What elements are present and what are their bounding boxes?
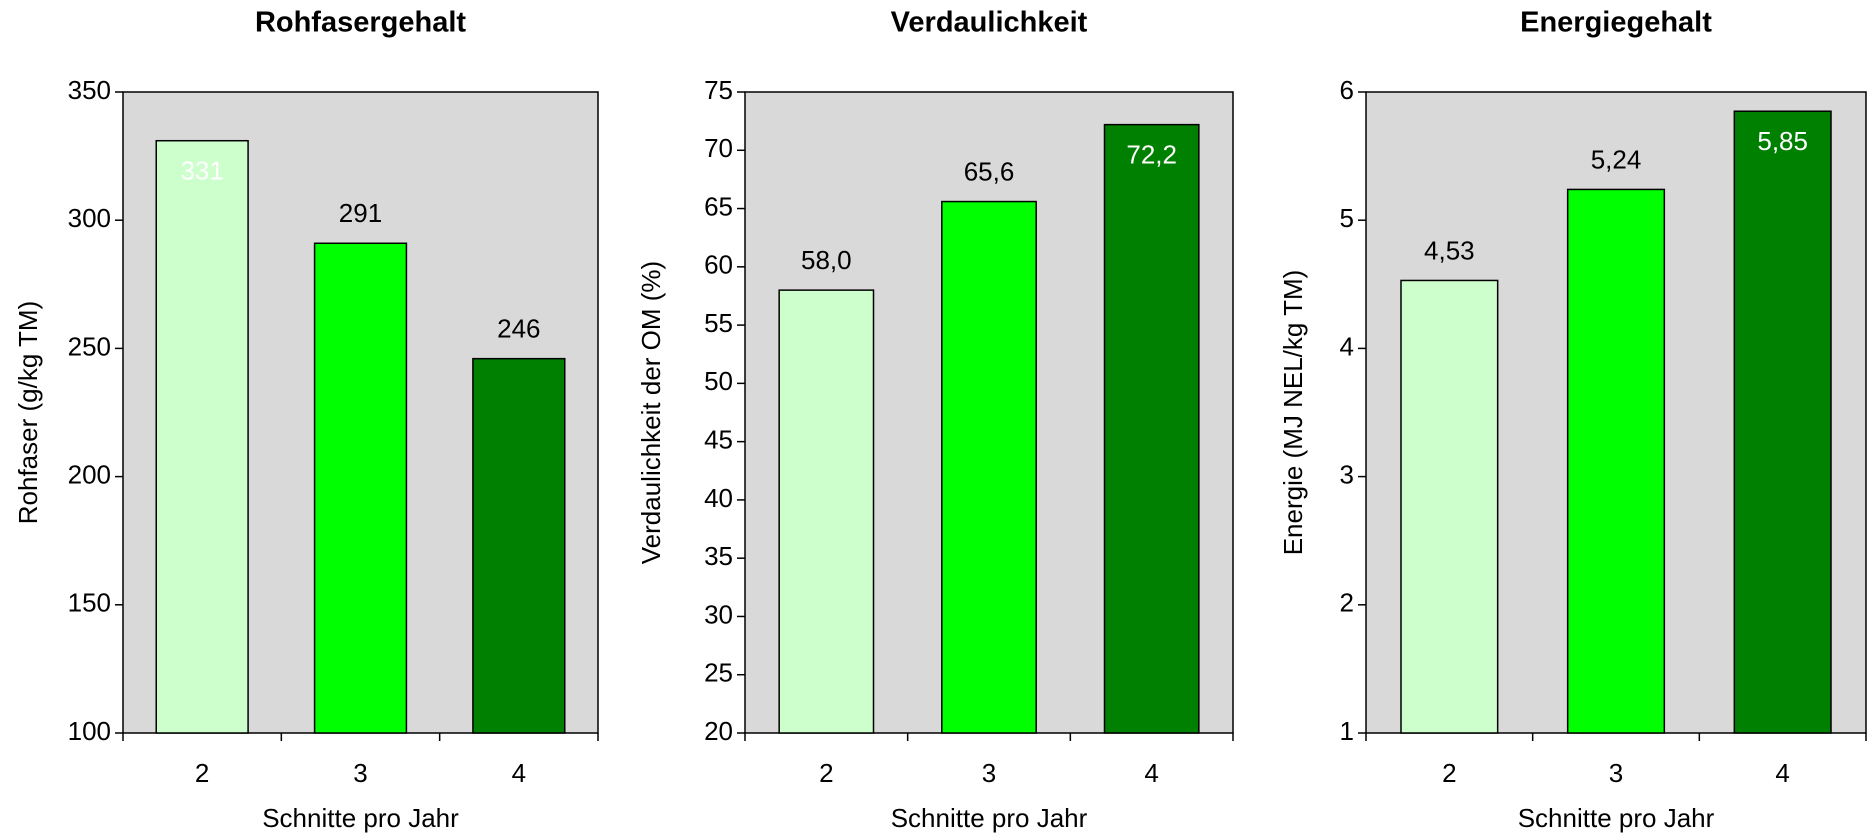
y-tick-label: 20 bbox=[704, 716, 733, 746]
value-label: 246 bbox=[497, 314, 540, 344]
x-tick-label: 2 bbox=[195, 758, 209, 788]
value-label: 331 bbox=[180, 156, 223, 186]
y-tick-label: 25 bbox=[704, 658, 733, 688]
value-label: 72,2 bbox=[1126, 140, 1177, 170]
x-axis-label: Schnitte pro Jahr bbox=[1518, 803, 1715, 833]
x-tick-label: 4 bbox=[1775, 758, 1789, 788]
value-label: 5,85 bbox=[1757, 126, 1808, 156]
y-tick-label: 200 bbox=[68, 459, 111, 489]
bar bbox=[155, 139, 249, 734]
y-axis-label: Energie (MJ NEL/kg TM) bbox=[1278, 270, 1308, 556]
bar bbox=[1400, 279, 1499, 734]
bar bbox=[778, 289, 875, 734]
bar bbox=[313, 242, 408, 734]
x-tick-label: 4 bbox=[1144, 758, 1158, 788]
bar-chart: Rohfasergehalt Schnitte pro Jahr Rohfaser … bbox=[13, 7, 599, 833]
x-tick-label: 3 bbox=[982, 758, 996, 788]
y-tick-label: 350 bbox=[68, 75, 111, 105]
y-tick-label: 5 bbox=[1340, 203, 1354, 233]
y-axis-label: Rohfaser (g/kg TM) bbox=[13, 301, 43, 524]
y-tick-label: 100 bbox=[68, 716, 111, 746]
chart-title: Energiegehalt bbox=[1520, 7, 1712, 39]
bar bbox=[1733, 110, 1832, 734]
bar bbox=[1103, 123, 1200, 734]
value-label: 291 bbox=[339, 198, 382, 228]
y-tick-label: 150 bbox=[68, 588, 111, 618]
chart-title: Verdaulichkeit bbox=[891, 7, 1088, 39]
x-tick-label: 2 bbox=[819, 758, 833, 788]
y-tick-label: 6 bbox=[1340, 75, 1354, 105]
x-axis-label: Schnitte pro Jahr bbox=[891, 803, 1088, 833]
x-axis-label: Schnitte pro Jahr bbox=[262, 803, 459, 833]
value-label: 4,53 bbox=[1424, 235, 1475, 265]
y-axis-label: Verdaulichkeit der OM (%) bbox=[636, 261, 666, 564]
value-label: 65,6 bbox=[964, 156, 1015, 186]
y-tick-label: 55 bbox=[704, 308, 733, 338]
value-label: 58,0 bbox=[801, 245, 852, 275]
y-tick-label: 1 bbox=[1340, 716, 1354, 746]
bar bbox=[1566, 188, 1666, 734]
y-tick-label: 70 bbox=[704, 133, 733, 163]
y-tick-label: 4 bbox=[1340, 331, 1354, 361]
y-tick-label: 65 bbox=[704, 191, 733, 221]
x-tick-label: 4 bbox=[512, 758, 526, 788]
y-tick-label: 75 bbox=[704, 75, 733, 105]
x-tick-label: 3 bbox=[353, 758, 367, 788]
bar bbox=[472, 357, 566, 734]
bar-chart: Energiegehalt Schnitte pro Jahr Energie (M… bbox=[1278, 7, 1867, 833]
y-tick-label: 45 bbox=[704, 425, 733, 455]
y-tick-label: 40 bbox=[704, 483, 733, 513]
bar bbox=[941, 200, 1037, 734]
y-tick-label: 50 bbox=[704, 366, 733, 396]
y-tick-label: 3 bbox=[1340, 459, 1354, 489]
y-tick-label: 250 bbox=[68, 331, 111, 361]
bar-chart: Verdaulichkeit Schnitte pro Jahr Verdaulic… bbox=[636, 7, 1234, 833]
x-tick-label: 2 bbox=[1442, 758, 1456, 788]
y-tick-label: 300 bbox=[68, 203, 111, 233]
y-tick-label: 35 bbox=[704, 541, 733, 571]
value-label: 5,24 bbox=[1591, 144, 1642, 174]
y-tick-label: 60 bbox=[704, 250, 733, 280]
y-tick-label: 2 bbox=[1340, 588, 1354, 618]
chart-title: Rohfasergehalt bbox=[255, 7, 466, 39]
y-tick-label: 30 bbox=[704, 599, 733, 629]
x-tick-label: 3 bbox=[1609, 758, 1623, 788]
